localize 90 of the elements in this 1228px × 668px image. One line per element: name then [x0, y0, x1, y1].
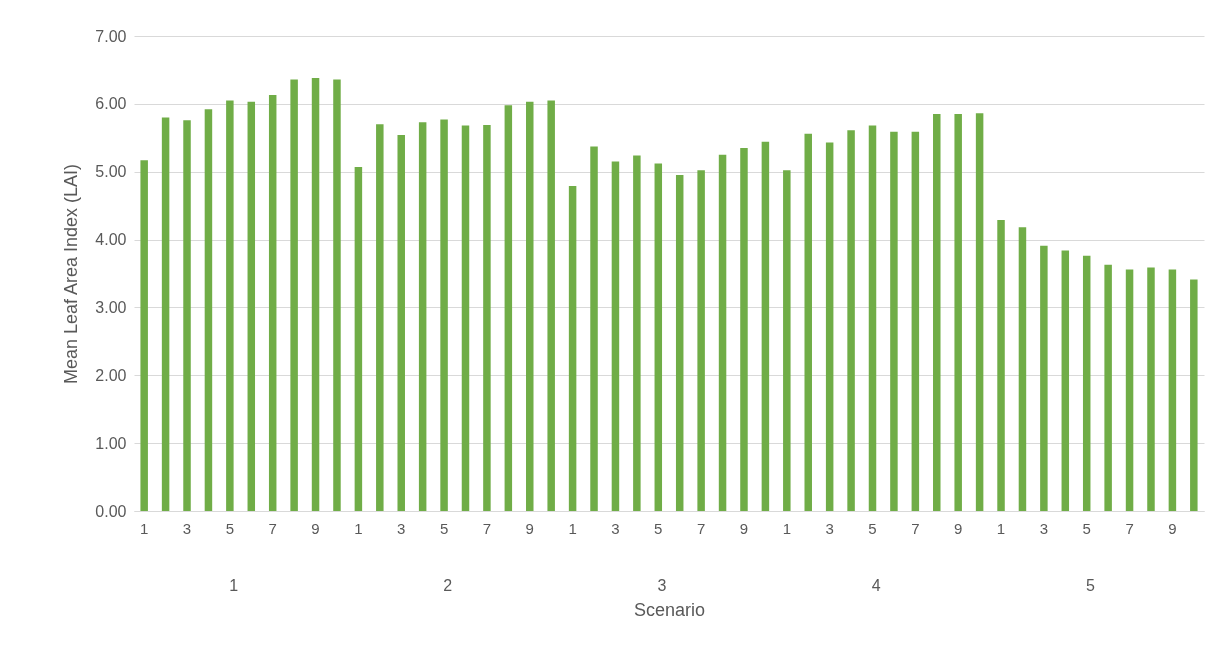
- x-tick-label: 5: [225, 519, 235, 537]
- bar: [1082, 255, 1091, 511]
- x-tick-label: 9: [1168, 519, 1177, 537]
- bar: [975, 113, 984, 511]
- bar: [868, 125, 877, 511]
- bar: [783, 170, 791, 511]
- bar: [161, 117, 170, 511]
- bar: [1190, 279, 1198, 511]
- x-tick-label: 5: [654, 519, 663, 537]
- bar: [333, 79, 341, 511]
- bar: [547, 100, 555, 511]
- x-tick-label: 1: [354, 519, 363, 537]
- text: 5: [1086, 577, 1096, 594]
- bar: [718, 154, 727, 511]
- bar: [268, 95, 277, 511]
- bar: [483, 124, 491, 511]
- bar: [804, 133, 812, 511]
- y-tick-label: 4.00: [95, 231, 127, 249]
- x-tick-label: 9: [311, 519, 320, 537]
- bar: [226, 100, 234, 511]
- x-tick-label: 1: [782, 519, 791, 537]
- bar: [376, 124, 384, 511]
- text: 3: [657, 577, 667, 594]
- x-tick-label: 3: [611, 519, 620, 537]
- x-tick-label: 3: [397, 519, 406, 537]
- bar: [290, 79, 298, 511]
- bar: [418, 122, 427, 511]
- y-tick-label: 5.00: [95, 163, 127, 181]
- x-tick-label: 9: [739, 519, 749, 537]
- bar: [568, 185, 577, 511]
- bar: [633, 155, 641, 511]
- bar: [825, 142, 834, 511]
- bar: [611, 161, 620, 511]
- y-tick-label: 0.00: [95, 502, 127, 520]
- bar: [1104, 264, 1112, 511]
- y-tick-label: 1.00: [95, 434, 127, 452]
- y-tick-label: 2.00: [95, 366, 127, 384]
- y-tick-label: 6.00: [95, 95, 127, 113]
- y-axis-title: Mean Leaf Area Index (LAI): [61, 163, 82, 385]
- bar: [397, 135, 405, 511]
- text: 4: [871, 577, 881, 594]
- bar: [247, 101, 256, 511]
- x-tick-label: 7: [268, 519, 277, 537]
- bar: [461, 125, 470, 511]
- bar: [911, 131, 920, 511]
- text: 1: [229, 577, 239, 594]
- bar: [590, 146, 598, 511]
- x-tick-label: 1: [996, 519, 1006, 537]
- bar: [933, 114, 941, 511]
- x-tick-label: 3: [825, 519, 834, 537]
- x-tick-label: 7: [1125, 519, 1134, 537]
- x-tick-label: 1: [140, 519, 149, 537]
- bar: [847, 130, 855, 511]
- x-tick-label: 9: [525, 519, 534, 537]
- x-tick-label: 7: [482, 519, 492, 537]
- bar: [504, 105, 513, 511]
- bar: [697, 170, 705, 511]
- x-tick-label: 7: [911, 519, 920, 537]
- x-tick-label: 1: [568, 519, 577, 537]
- x-tick-label: 5: [868, 519, 877, 537]
- bar: [997, 219, 1005, 511]
- bar: [654, 163, 663, 511]
- x-tick-label: 5: [1082, 519, 1091, 537]
- bar: [204, 109, 213, 511]
- bar: [740, 147, 748, 511]
- x-tick-label: 7: [696, 519, 706, 537]
- bar: [183, 120, 191, 511]
- text: 2: [443, 577, 453, 594]
- bar: [890, 131, 898, 511]
- bar: [1168, 269, 1177, 511]
- bar: [761, 141, 770, 511]
- bar: [311, 78, 320, 511]
- x-tick-label: 5: [439, 519, 449, 537]
- y-tick-label: 7.00: [95, 27, 127, 45]
- x-tick-label: 9: [954, 519, 963, 537]
- bar: [1040, 245, 1048, 511]
- bar: [1125, 269, 1134, 511]
- x-tick-label: 3: [1039, 519, 1049, 537]
- x-tick-label: 3: [182, 519, 192, 537]
- bar: [140, 160, 148, 511]
- bar: [954, 114, 962, 511]
- bar: [526, 101, 534, 511]
- bar: [1061, 250, 1070, 511]
- bar: [1018, 227, 1027, 511]
- bar: [675, 175, 684, 511]
- bar: [440, 119, 448, 511]
- bar: [1147, 267, 1155, 511]
- x-axis-title: Scenario: [633, 599, 706, 620]
- bar: [354, 166, 363, 511]
- y-tick-label: 3.00: [95, 298, 127, 316]
